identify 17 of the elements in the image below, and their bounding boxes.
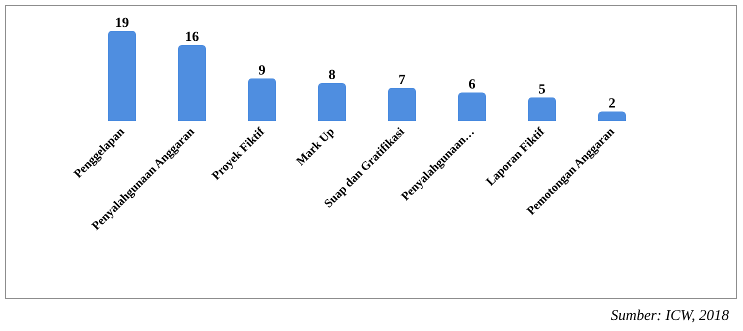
data-label: 16 — [185, 30, 199, 45]
data-label: 2 — [608, 96, 616, 112]
bar — [388, 88, 416, 121]
data-label: 6 — [468, 78, 476, 92]
bar — [528, 97, 556, 121]
bar — [178, 45, 206, 121]
bar — [108, 30, 136, 121]
data-label: 19 — [115, 16, 129, 31]
bar — [248, 78, 276, 121]
data-label: 8 — [328, 68, 336, 83]
bar — [318, 83, 346, 121]
data-label: 5 — [538, 82, 546, 98]
text: Sumber: ICW, 2018 — [610, 308, 729, 325]
data-label: 9 — [258, 63, 266, 78]
bar — [598, 112, 626, 121]
bar — [458, 92, 486, 121]
data-label: 7 — [398, 72, 406, 88]
